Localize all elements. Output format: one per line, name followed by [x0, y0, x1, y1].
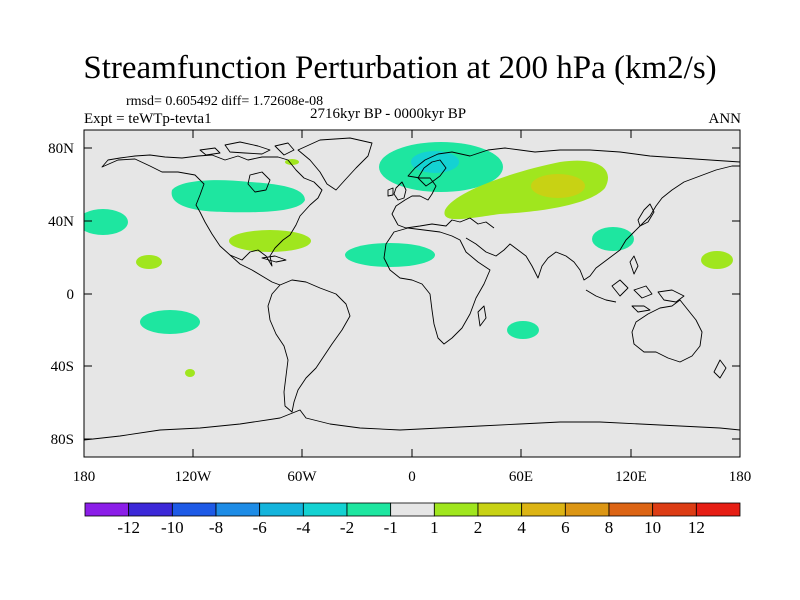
colorbar-label: 10: [644, 518, 661, 537]
colorbar-label: -1: [384, 518, 398, 537]
colorbar-label: 8: [605, 518, 614, 537]
stats-text: rmsd= 0.605492 diff= 1.72608e-08: [126, 94, 324, 109]
lon-label: 0: [408, 469, 416, 485]
colorbar: [84, 502, 741, 517]
anomaly-central-asia-core: [531, 174, 585, 198]
coast-asia-south: [465, 165, 740, 281]
colorbar-swatch: [477, 502, 523, 517]
colorbar-swatch: [215, 502, 261, 517]
period-text: 2716kyr BP - 0000kyr BP: [310, 106, 467, 122]
coastlines: [84, 137, 740, 441]
anomaly-north-america: [171, 180, 305, 213]
lon-label: 60W: [287, 469, 317, 485]
colorbar-label: 4: [517, 518, 526, 537]
colorbar-swatch: [433, 502, 479, 517]
colorbar-swatch: [171, 502, 217, 517]
anomaly-pacific-west: [84, 209, 128, 235]
colorbar-label: -10: [161, 518, 184, 537]
colorbar-swatch: [259, 502, 304, 517]
anomaly-central-pacific: [136, 255, 162, 269]
colorbar-swatch: [521, 502, 566, 517]
lat-label: 80S: [51, 432, 74, 448]
coast-africa: [383, 227, 491, 345]
colorbar-labels: -12 -10 -8 -6 -4 -2 -1 1 2 4 6 8 10 12: [117, 518, 705, 537]
colorbar-swatch: [84, 502, 130, 517]
lon-labels: 180 120W 60W 0 60E 120E 180: [73, 469, 752, 485]
coast-north-america: [101, 154, 323, 267]
lon-label: 180: [73, 469, 96, 485]
colorbar-label: -8: [209, 518, 223, 537]
colorbar-swatch: [346, 502, 392, 517]
lat-labels: 80N 40N 0 40S 80S: [48, 141, 74, 448]
experiment-text: Expt = teWTp-tevta1: [84, 111, 212, 127]
colorbar-swatch: [652, 502, 697, 517]
lat-label: 80N: [48, 141, 74, 157]
colorbar-label: 1: [430, 518, 439, 537]
colorbar-swatch: [390, 502, 435, 517]
coast-canadian-islands: [224, 141, 271, 155]
coast-australia: [631, 299, 703, 363]
coast-antarctica: [84, 409, 740, 441]
anomaly-gulf-mexico: [229, 230, 311, 252]
colorbar-label: -2: [340, 518, 354, 537]
colorbar-label: -12: [117, 518, 140, 537]
coast-central-america: [229, 254, 281, 286]
colorbar-swatch: [564, 502, 610, 517]
coast-south-america: [267, 279, 351, 413]
anomaly-west-pacific: [701, 251, 733, 269]
anomaly-small-south: [185, 369, 195, 377]
colorbar-label: -6: [253, 518, 267, 537]
lon-label: 120W: [175, 469, 213, 485]
anomaly-indian-ocean: [507, 321, 539, 339]
colorbar-label: 2: [474, 518, 483, 537]
colorbar-label: -4: [296, 518, 311, 537]
anomaly-atlantic: [345, 243, 435, 267]
tick-marks: [84, 130, 740, 457]
colorbar-swatch: [128, 502, 173, 517]
lat-label: 0: [67, 287, 75, 303]
season-text: ANN: [708, 111, 742, 127]
colorbar-swatch: [695, 502, 741, 517]
colorbar-label: 12: [688, 518, 705, 537]
anomaly-east-china: [592, 227, 634, 251]
colorbar-label: 6: [561, 518, 570, 537]
lat-label: 40N: [48, 214, 74, 230]
chart-title: Streamfunction Perturbation at 200 hPa (…: [83, 50, 717, 86]
lon-label: 60E: [509, 469, 533, 485]
lon-label: 180: [729, 469, 752, 485]
anomaly-fills: [84, 142, 733, 377]
colorbar-swatch: [608, 502, 654, 517]
coast-europe: [391, 147, 740, 226]
coast-indonesia: [585, 289, 617, 303]
coast-greenland: [297, 137, 373, 191]
anomaly-south-pacific: [140, 310, 200, 334]
anomaly-scandinavia-core: [411, 151, 459, 173]
lon-label: 120E: [615, 469, 647, 485]
lat-label: 40S: [51, 359, 74, 375]
coast-japan: [637, 203, 655, 227]
coast-uk: [393, 181, 407, 201]
coast-hudson-bay: [247, 171, 271, 193]
colorbar-swatch: [302, 502, 348, 517]
